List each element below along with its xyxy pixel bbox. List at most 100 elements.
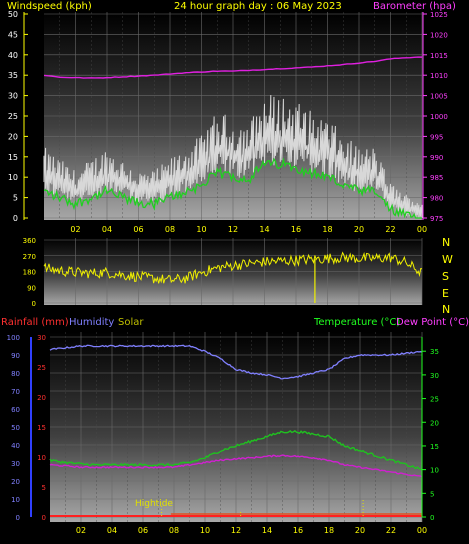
direction-tick-label: 0 xyxy=(32,300,36,308)
wind-x-tick-label: 08 xyxy=(165,225,175,234)
temperature-tick-label: 30 xyxy=(430,372,439,380)
dewpoint-axis-title: Dew Point (°C) xyxy=(396,317,469,328)
temperature-tick-label: 35 xyxy=(430,348,439,356)
rainfall-tick-label: 25 xyxy=(37,364,46,372)
wind-x-tick-label: 06 xyxy=(133,225,143,234)
humidity-tick-label: 0 xyxy=(16,514,20,522)
temperature-x-tick-label: 14 xyxy=(262,526,272,535)
direction-tick-label: 90 xyxy=(27,284,36,292)
windspeed-line xyxy=(43,94,423,218)
rainfall-tick-label: 5 xyxy=(42,484,46,492)
wind-panel-axes: 0510152025303540455097598098599099510001… xyxy=(8,10,448,234)
barometer-tick-label: 980 xyxy=(430,195,443,203)
barometer-tick-label: 990 xyxy=(430,154,443,162)
windspeed-tick-label: 40 xyxy=(8,51,18,60)
wind-x-tick-label: 10 xyxy=(196,225,206,234)
direction-panel-series xyxy=(43,251,423,303)
direction-panel-axes: 0 90 180 270 360 xyxy=(23,237,36,308)
wind-x-tick-label: 12 xyxy=(228,225,238,234)
temperature-panel-axes: 0102030405060708090100051015202530051015… xyxy=(7,334,439,535)
temperature-axis-title: Temperature (°C) xyxy=(313,317,400,328)
wind-panel-grid xyxy=(44,12,423,220)
barometer-tick-label: 1005 xyxy=(430,93,448,101)
temperature-x-tick-label: 10 xyxy=(200,526,210,535)
wind-average-line xyxy=(43,157,422,219)
barometer-tick-label: 1015 xyxy=(430,52,448,60)
windspeed-tick-label: 45 xyxy=(8,30,18,39)
humidity-tick-label: 50 xyxy=(11,424,20,432)
humidity-tick-label: 30 xyxy=(11,460,20,468)
rainfall-tick-label: 0 xyxy=(42,514,46,522)
temperature-tick-label: 25 xyxy=(430,396,439,404)
barometer-tick-label: 985 xyxy=(430,174,443,182)
compass-n-top: N xyxy=(442,236,450,249)
temperature-x-tick-label: 20 xyxy=(355,526,365,535)
rainfall-tick-label: 30 xyxy=(37,334,46,342)
chart-title: 24 hour graph day : 06 May 2023 xyxy=(174,1,342,12)
humidity-tick-label: 60 xyxy=(11,406,20,414)
barometer-line xyxy=(43,56,423,79)
temperature-x-tick-label: 06 xyxy=(138,526,148,535)
compass-e: E xyxy=(442,287,449,300)
temperature-x-tick-label: 00 xyxy=(417,526,427,535)
rainfall-tick-label: 20 xyxy=(37,394,46,402)
wind-x-tick-label: 00 xyxy=(417,225,427,234)
wind-x-tick-label: 14 xyxy=(259,225,269,234)
barometer-tick-label: 1010 xyxy=(430,72,448,80)
temperature-tick-label: 5 xyxy=(430,490,434,498)
windspeed-tick-label: 0 xyxy=(13,214,18,223)
compass-n-bottom: N xyxy=(442,303,450,316)
barometer-tick-label: 1025 xyxy=(430,11,448,19)
temperature-x-tick-label: 08 xyxy=(169,526,179,535)
wind-x-tick-label: 16 xyxy=(291,225,301,234)
windspeed-tick-label: 35 xyxy=(8,71,18,80)
humidity-tick-label: 80 xyxy=(11,370,20,378)
barometer-axis-title: Barometer (hpa) xyxy=(373,1,456,12)
wind-x-tick-label: 20 xyxy=(354,225,364,234)
rainfall-tick-label: 15 xyxy=(37,424,46,432)
wind-x-tick-label: 22 xyxy=(385,225,395,234)
direction-tick-label: 360 xyxy=(23,237,36,245)
windspeed-axis-title: Windspeed (kph) xyxy=(7,1,92,12)
wind-x-tick-label: 04 xyxy=(102,225,112,234)
windspeed-tick-label: 10 xyxy=(8,173,18,182)
humidity-line xyxy=(49,344,423,380)
dewpoint-line xyxy=(49,454,423,478)
compass-s: S xyxy=(442,270,449,283)
windspeed-tick-label: 30 xyxy=(8,92,18,101)
temperature-x-tick-label: 12 xyxy=(231,526,241,535)
temperature-panel-series xyxy=(49,344,423,517)
windspeed-tick-label: 15 xyxy=(8,153,18,162)
humidity-tick-label: 20 xyxy=(11,478,20,486)
temperature-tick-label: 0 xyxy=(430,514,434,522)
rainfall-axis-title: Rainfall (mm) xyxy=(1,317,69,328)
temperature-x-tick-label: 16 xyxy=(293,526,303,535)
temperature-tick-label: 10 xyxy=(430,467,439,475)
solar-axis-title: Solar xyxy=(118,317,144,328)
barometer-tick-label: 1020 xyxy=(430,31,448,39)
humidity-tick-label: 40 xyxy=(11,442,20,450)
windspeed-tick-label: 20 xyxy=(8,132,18,141)
compass-w: W xyxy=(442,253,453,266)
humidity-tick-label: 10 xyxy=(11,496,20,504)
temperature-line xyxy=(49,429,423,471)
humidity-tick-label: 100 xyxy=(7,334,20,342)
wind-x-tick-label: 18 xyxy=(322,225,332,234)
temperature-x-tick-label: 02 xyxy=(76,526,86,535)
windspeed-tick-label: 25 xyxy=(8,112,18,121)
wind-panel-series xyxy=(43,56,423,219)
direction-tick-label: 270 xyxy=(23,253,36,261)
windspeed-tick-label: 5 xyxy=(13,194,18,203)
temperature-x-tick-label: 22 xyxy=(386,526,396,535)
wind-direction-line xyxy=(43,251,423,284)
temperature-tick-label: 15 xyxy=(430,443,439,451)
temperature-x-tick-label: 04 xyxy=(107,526,117,535)
humidity-tick-label: 90 xyxy=(11,352,20,360)
hightide-annotation: Hightide xyxy=(135,499,173,509)
rainfall-tick-label: 10 xyxy=(37,454,46,462)
barometer-tick-label: 995 xyxy=(430,133,443,141)
humidity-axis-title: Humidity xyxy=(69,317,114,328)
wind-x-tick-label: 02 xyxy=(70,225,80,234)
barometer-tick-label: 1000 xyxy=(430,113,448,121)
